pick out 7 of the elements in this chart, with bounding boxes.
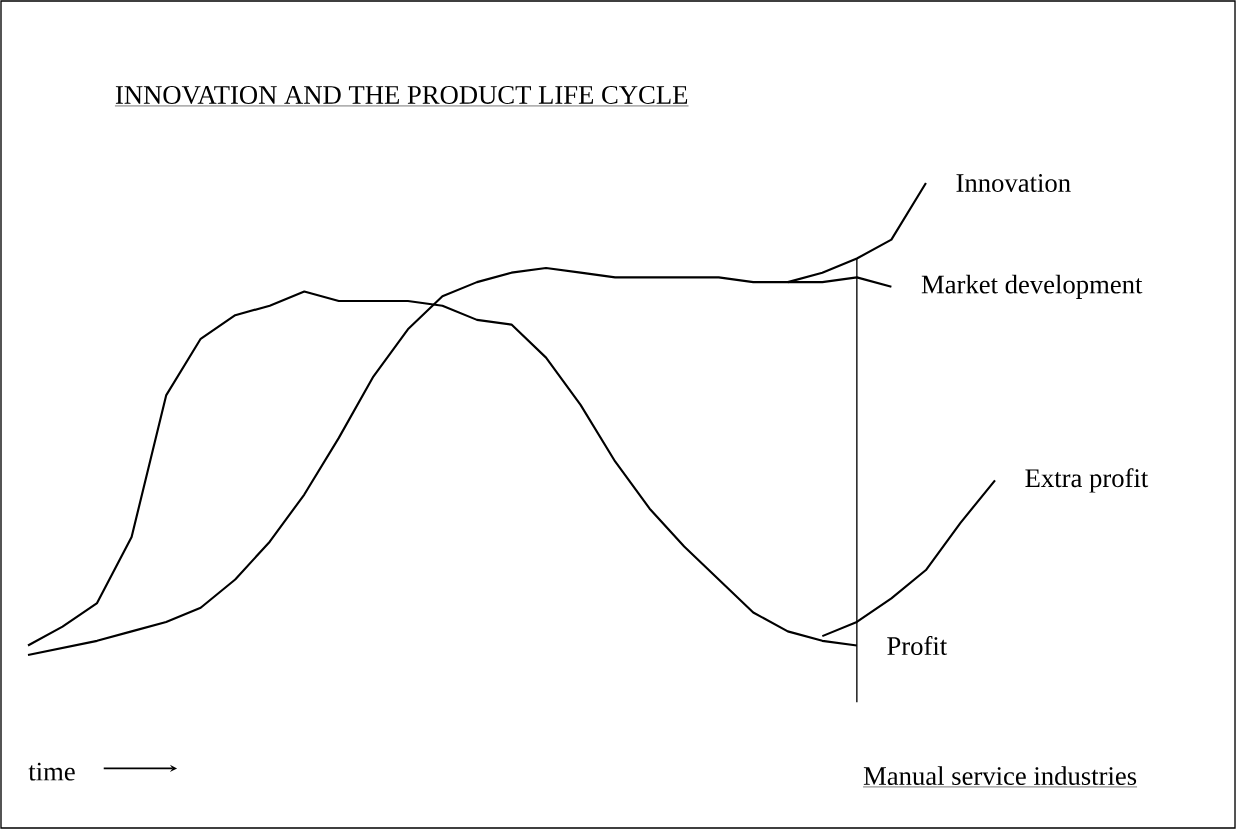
series-label: Innovation	[956, 174, 1071, 192]
x-axis-title: time	[28, 762, 75, 781]
text: Manual service industries	[863, 766, 1137, 786]
series-label: Extra profit	[1025, 468, 1149, 493]
chart-title: INNOVATION AND THE PRODUCT LIFE CYCLE	[115, 86, 688, 105]
series-label: Market development	[921, 274, 1143, 299]
series-label: Profit	[887, 636, 948, 656]
